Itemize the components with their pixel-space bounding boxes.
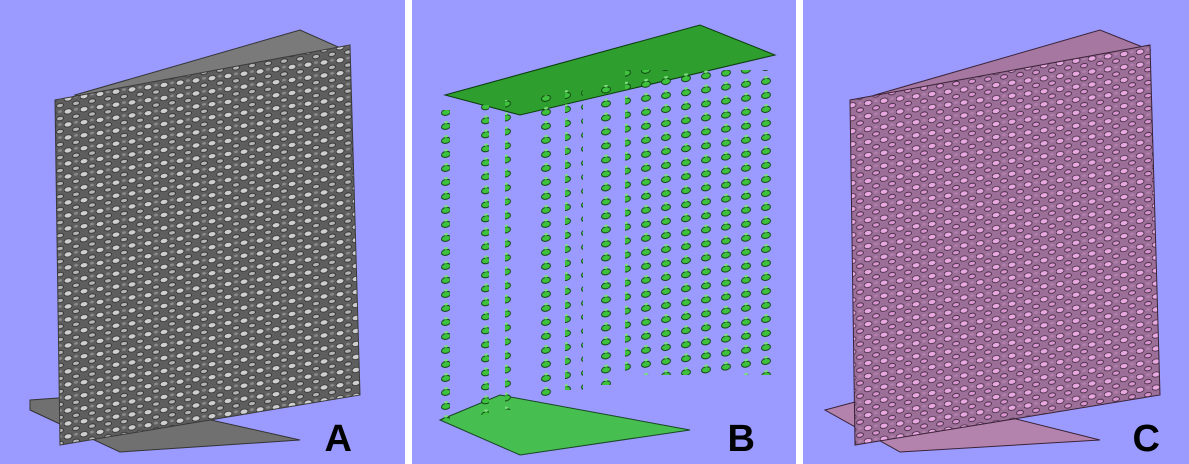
panel-label: A (325, 418, 352, 460)
panel-label: B (728, 418, 755, 460)
slab-top (443, 24, 777, 116)
panel-b: B (412, 0, 796, 464)
column (505, 100, 521, 410)
slab-columns (440, 70, 775, 420)
column (595, 85, 615, 385)
column-block (625, 70, 775, 375)
panel-label: C (1133, 418, 1160, 460)
column (475, 105, 489, 415)
column (440, 110, 450, 420)
panel-a: A (0, 0, 405, 464)
panel-c: C (803, 0, 1189, 464)
column (565, 90, 583, 390)
slab-front (849, 44, 1161, 446)
slab-front (54, 44, 361, 446)
column (535, 95, 553, 400)
